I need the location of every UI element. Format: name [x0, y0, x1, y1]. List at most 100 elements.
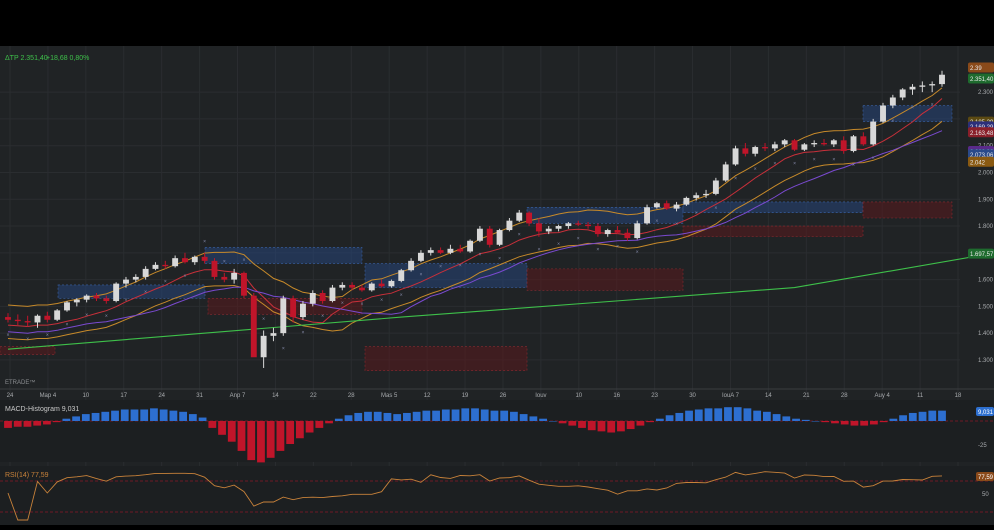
macd-bar	[539, 418, 547, 421]
candle-up	[447, 248, 454, 253]
candle-up	[54, 310, 61, 320]
candle-up	[644, 207, 651, 224]
candle-up	[64, 302, 70, 311]
candle-down	[24, 321, 31, 323]
candle-up	[703, 193, 709, 196]
macd-bar	[500, 410, 509, 421]
axes: 24 Map 4 10 17 24 31 Anp 7 14 22 28 Mas 5 12 19 26 Iou…	[0, 62, 994, 399]
macd-bar	[471, 408, 479, 421]
macd-bar	[529, 416, 538, 421]
candle-up	[309, 292, 316, 304]
psar-dot: ×	[655, 219, 658, 225]
candle-down	[762, 147, 768, 149]
macd-bar	[519, 414, 528, 421]
candle-up	[172, 258, 179, 267]
candle-down	[14, 319, 21, 322]
demand-zone	[57, 284, 206, 299]
candle-up	[506, 220, 513, 231]
psar-dot: ×	[380, 298, 383, 304]
candle-down	[349, 284, 356, 288]
macd-bar	[412, 411, 421, 421]
psar-dot: ×	[636, 249, 639, 255]
x-tick-label: 14	[272, 393, 279, 399]
rsi-panel[interactable]: 50 77,59	[0, 466, 994, 525]
change-value: +18,68 0,80%	[46, 55, 89, 62]
psar-dot: ×	[931, 102, 934, 108]
x-tick-label: Iouv	[535, 393, 546, 399]
macd-bar	[753, 410, 762, 421]
psar-dot: ×	[596, 247, 599, 253]
macd-bar	[266, 421, 275, 458]
macd-bar	[91, 412, 100, 421]
macd-bar	[646, 421, 655, 423]
psar-dot: ×	[832, 157, 835, 163]
candle-up	[634, 223, 641, 239]
candle-up	[545, 228, 552, 232]
x-tick-label: Auy 4	[874, 393, 890, 399]
rsi-axis-label: 50	[982, 492, 989, 498]
candle-up	[368, 283, 375, 291]
macd-bar	[510, 411, 518, 421]
macd-bar	[208, 421, 217, 428]
candle-down	[594, 226, 601, 235]
candle-down	[319, 292, 326, 302]
psar-dot: ×	[714, 205, 717, 211]
rsi-line	[7, 471, 943, 521]
candle-down	[358, 287, 365, 291]
supply-demand-zones	[0, 105, 953, 371]
candle-down	[791, 140, 798, 150]
candle-up	[73, 299, 80, 303]
macd-bar	[257, 421, 265, 463]
candle-up	[299, 303, 306, 318]
macd-bar	[548, 421, 557, 422]
macd-bar	[159, 409, 168, 421]
price-badge	[968, 156, 994, 167]
macd-bar	[451, 409, 460, 421]
candle-up	[604, 230, 611, 235]
macd-bar	[169, 410, 178, 421]
x-tick-label: 30	[689, 393, 696, 399]
macd-bar	[724, 407, 732, 421]
candle-up	[771, 144, 778, 149]
psar-dot: ×	[105, 314, 108, 320]
macd-bar	[490, 410, 499, 421]
price-tick-label: 1.600	[978, 278, 994, 284]
candle-up	[722, 164, 729, 181]
brand-watermark: ETRADE™	[5, 379, 35, 386]
psar-dot: ×	[321, 314, 324, 320]
macd-bar	[403, 412, 411, 421]
macd-bar	[334, 418, 343, 421]
macd-bar	[938, 410, 946, 421]
candle-up	[555, 226, 562, 229]
macd-bar	[4, 421, 12, 428]
candle-up	[329, 287, 336, 302]
change-label: ΔTP 2.351,40	[5, 55, 48, 62]
rsi-badge	[976, 472, 994, 481]
macd-bar	[130, 409, 139, 421]
psar-dot: ×	[459, 263, 462, 269]
macd-bar	[13, 421, 22, 427]
price-badge-label: 2.39	[970, 66, 982, 72]
candle-up	[732, 148, 739, 165]
macd-bar	[714, 408, 723, 421]
macd-bar	[432, 410, 440, 421]
psar-dot: ×	[813, 157, 816, 163]
supply-zone	[364, 346, 528, 371]
candle-down	[663, 203, 670, 209]
psar-dot: ×	[773, 161, 776, 167]
macd-badge-label: 9,031	[978, 410, 994, 416]
demand-zone	[204, 247, 363, 264]
macd-panel[interactable]: -25 9,031	[0, 400, 994, 463]
psar-dot: ×	[577, 236, 580, 242]
supply-zone	[682, 225, 864, 238]
candle-down	[241, 272, 247, 296]
candle-up	[811, 143, 818, 145]
x-tick-label: 11	[917, 393, 924, 399]
indicator-lines: × × × × × × × × × × × × × × × × × × × × × × × × × × × × × × × × × × × × × × × ×…	[7, 87, 992, 352]
price-tick-label: 2.000	[978, 170, 994, 176]
psar-dot: ×	[518, 232, 521, 238]
macd-bar	[81, 414, 90, 421]
x-tick-label: Map 4	[40, 393, 57, 399]
candles[interactable]	[5, 70, 945, 368]
